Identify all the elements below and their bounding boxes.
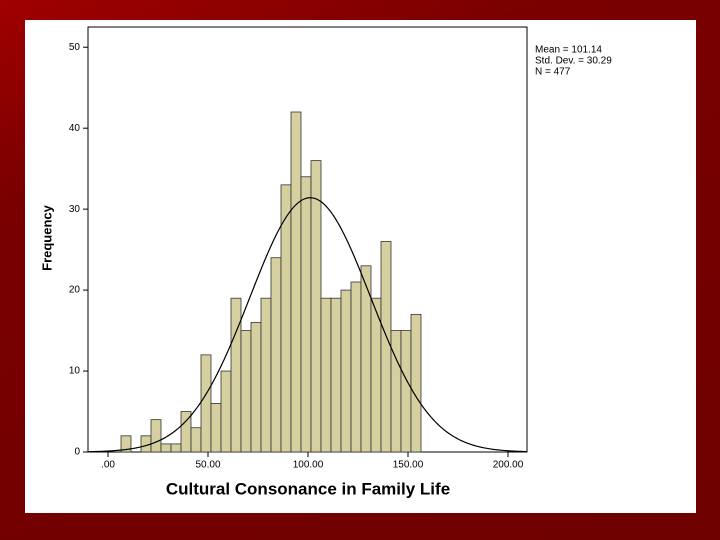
bar <box>160 443 172 453</box>
bar <box>310 160 322 453</box>
bar <box>320 297 332 453</box>
y-tick-label: 40 <box>69 123 81 134</box>
x-axis-label: Cultural Consonance in Family Life <box>166 479 450 498</box>
bar <box>190 427 202 453</box>
bar <box>350 281 362 453</box>
bar <box>290 111 302 453</box>
bar <box>270 257 282 453</box>
bar <box>330 297 342 453</box>
bar <box>260 297 272 453</box>
bar <box>340 289 352 453</box>
bar <box>280 184 292 453</box>
bar <box>380 241 392 453</box>
y-tick-label: 30 <box>69 204 81 215</box>
x-tick-label: .00 <box>101 460 115 471</box>
bar <box>230 297 242 453</box>
bar <box>410 313 422 453</box>
stats-annotation: N = 477 <box>535 67 571 78</box>
bar <box>210 403 222 453</box>
normal-curve <box>87 197 528 453</box>
bar <box>150 419 162 453</box>
x-tick-label: 50.00 <box>195 460 220 471</box>
bar <box>200 354 212 453</box>
x-tick-label: 150.00 <box>393 460 424 471</box>
bar <box>370 297 382 453</box>
y-tick-label: 0 <box>74 447 80 458</box>
bar <box>240 330 252 453</box>
y-tick-label: 10 <box>69 366 81 377</box>
bar <box>170 443 182 453</box>
bar <box>390 330 402 453</box>
bar <box>300 176 312 453</box>
bar <box>220 370 232 453</box>
y-tick-label: 50 <box>69 42 81 53</box>
bar <box>250 322 262 453</box>
y-axis-label: Frequency <box>39 204 54 271</box>
bar <box>400 330 412 453</box>
y-tick-label: 20 <box>69 285 81 296</box>
stats-annotation: Mean = 101.14 <box>535 45 602 56</box>
x-tick-label: 200.00 <box>493 460 524 471</box>
stats-annotation: Std. Dev. = 30.29 <box>535 56 612 67</box>
x-tick-label: 100.00 <box>293 460 324 471</box>
bar <box>120 435 132 453</box>
